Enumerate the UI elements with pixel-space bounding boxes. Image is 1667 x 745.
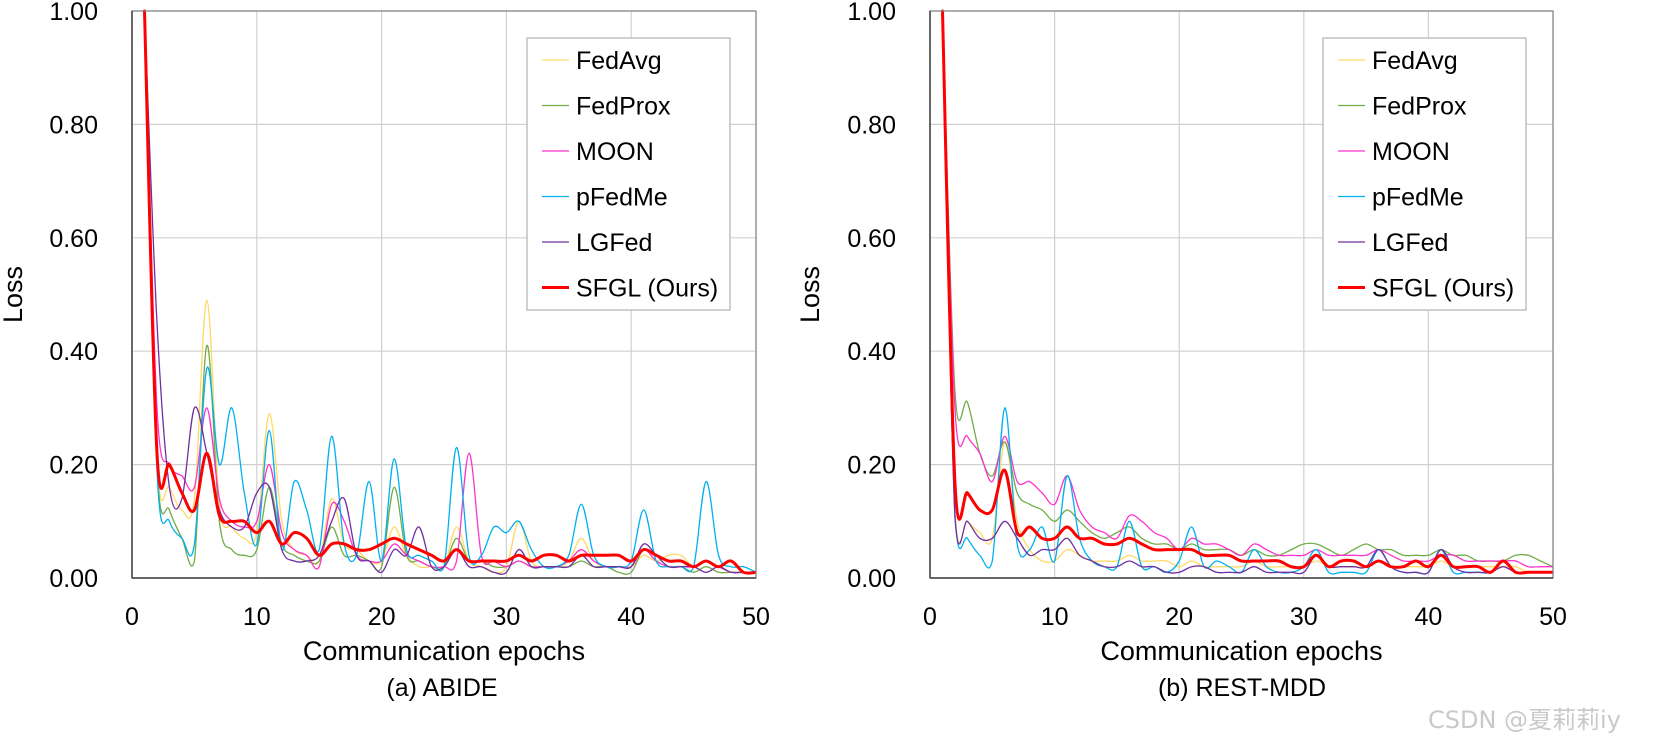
x-tick-label: 40 xyxy=(1414,603,1442,631)
series-line-pfedme xyxy=(143,10,756,573)
legend-label-fedavg: FedAvg xyxy=(576,47,662,75)
y-tick-label: 1.00 xyxy=(49,0,98,26)
y-tick-label: 0.80 xyxy=(49,111,98,139)
series-line-lgfed xyxy=(143,10,756,575)
x-tick-label: 20 xyxy=(1165,603,1193,631)
y-tick-label: 0.20 xyxy=(847,452,896,480)
x-tick-label: 50 xyxy=(1539,603,1567,631)
x-axis-label: Communication epochs xyxy=(1100,636,1382,666)
series-group xyxy=(143,9,756,575)
y-tick-label: 0.40 xyxy=(49,338,98,366)
x-tick-label: 40 xyxy=(617,603,645,631)
legend-label-sfgl-ours: SFGL (Ours) xyxy=(576,275,718,303)
y-tick-label: 1.00 xyxy=(847,0,896,26)
legend-label-moon: MOON xyxy=(1372,138,1450,166)
series-line-sfgl-ours xyxy=(941,9,1553,575)
watermark: CSDN @夏莉莉iy xyxy=(1428,706,1621,734)
x-tick-label: 30 xyxy=(1290,603,1318,631)
panel-caption: (b) REST-MDD xyxy=(1158,674,1326,702)
y-tick-label: 0.00 xyxy=(847,565,896,593)
legend-box xyxy=(526,37,731,311)
panel-caption: (a) ABIDE xyxy=(386,674,497,702)
x-tick-label: 10 xyxy=(243,603,271,631)
series-line-lgfed xyxy=(941,10,1553,575)
y-tick-label: 0.60 xyxy=(847,225,896,253)
y-tick-label: 0.40 xyxy=(847,338,896,366)
series-line-pfedme xyxy=(941,10,1553,575)
y-axis-label: Loss xyxy=(795,266,825,323)
x-tick-label: 10 xyxy=(1041,603,1069,631)
x-tick-label: 0 xyxy=(923,603,937,631)
legend-label-pfedme: pFedMe xyxy=(1372,184,1464,212)
x-tick-label: 30 xyxy=(492,603,520,631)
legend-label-moon: MOON xyxy=(576,138,654,166)
series-line-fedavg xyxy=(143,10,756,574)
legend-label-lgfed: LGFed xyxy=(1372,229,1448,257)
legend-label-sfgl-ours: SFGL (Ours) xyxy=(1372,275,1514,303)
x-tick-label: 20 xyxy=(368,603,396,631)
legend-box xyxy=(1322,37,1527,311)
legend-label-fedavg: FedAvg xyxy=(1372,47,1458,75)
panel-rest-mdd: 0.00 0.20 0.40 0.60 0.80 1.00 0 10 20 30 40 50 Loss C… xyxy=(795,0,1567,702)
x-tick-label: 50 xyxy=(742,603,770,631)
legend: FedAvg FedProx MOON pFedMe LGFed SFGL (Ours) xyxy=(526,37,731,311)
series-line-fedavg xyxy=(941,10,1553,574)
legend: FedAvg FedProx MOON pFedMe LGFed SFGL (Ours) xyxy=(1322,37,1527,311)
legend-label-lgfed: LGFed xyxy=(576,229,652,257)
legend-label-pfedme: pFedMe xyxy=(576,184,668,212)
legend-label-fedprox: FedProx xyxy=(1372,93,1467,121)
y-tick-label: 0.80 xyxy=(847,111,896,139)
y-tick-label: 0.60 xyxy=(49,225,98,253)
series-line-sfgl-ours xyxy=(143,9,756,575)
panel-abide: 0.00 0.20 0.40 0.60 0.80 1.00 0 10 20 30 40 50 Loss C… xyxy=(0,0,770,702)
y-tick-label: 0.20 xyxy=(49,452,98,480)
y-tick-label: 0.00 xyxy=(49,565,98,593)
x-tick-label: 0 xyxy=(125,603,139,631)
x-axis-label: Communication epochs xyxy=(303,636,585,666)
series-group xyxy=(941,9,1553,575)
series-line-moon xyxy=(941,10,1553,568)
legend-label-fedprox: FedProx xyxy=(576,93,671,121)
y-axis-label: Loss xyxy=(0,266,28,323)
